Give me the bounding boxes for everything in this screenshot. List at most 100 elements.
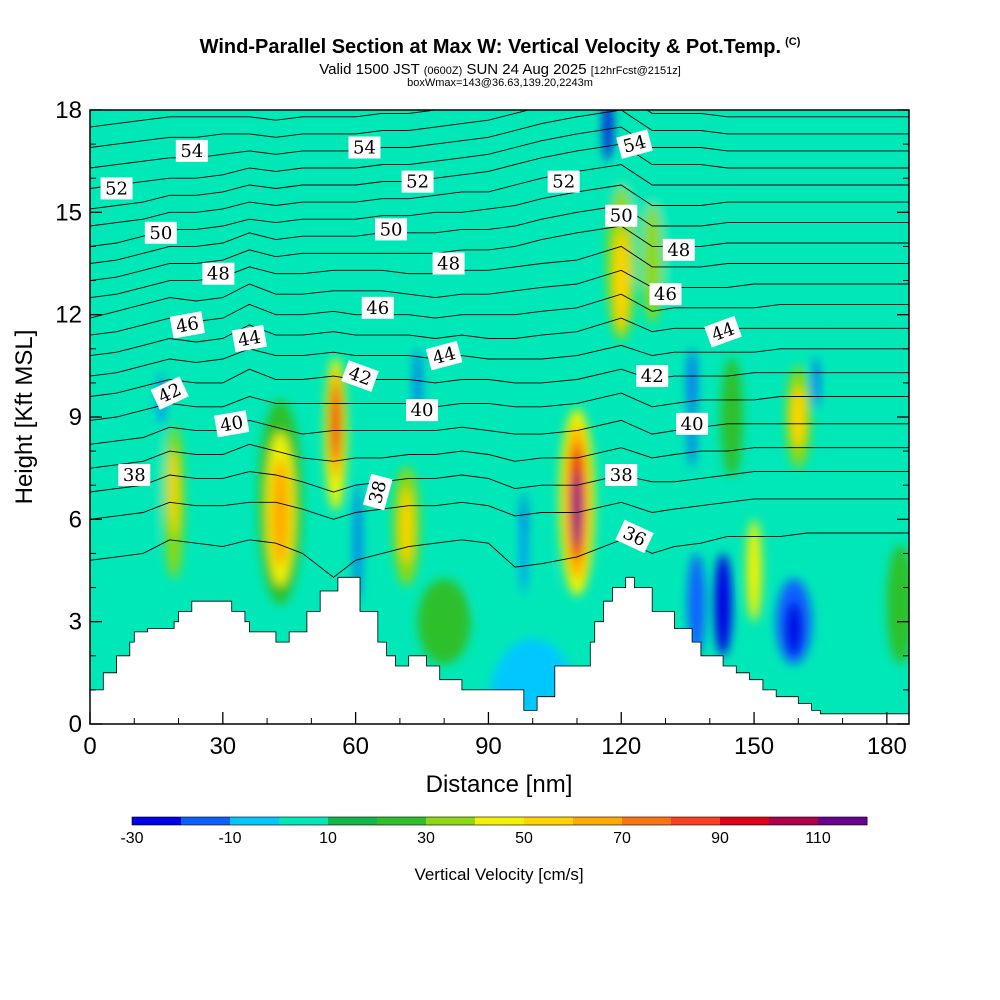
contour-label-box <box>401 170 434 193</box>
contour-label-text: 54 <box>353 138 376 159</box>
velocity-cell <box>289 161 423 332</box>
velocity-cell <box>790 386 807 448</box>
theta-contour-45 <box>90 293 909 336</box>
chart-title-text: Wind-Parallel Section at Max W: Vertical… <box>199 36 782 58</box>
contour-label: 50 <box>605 204 638 227</box>
contour-label: 52 <box>401 170 434 193</box>
y-tick-label: 9 <box>69 404 82 431</box>
y-tick-label: 3 <box>69 609 82 636</box>
contour-label-box <box>118 463 151 486</box>
contour-label: 48 <box>202 262 235 285</box>
x-tick-label: 90 <box>475 733 502 760</box>
contour-label-box <box>100 177 133 200</box>
contour-label: 38 <box>605 463 638 486</box>
velocity-cell <box>720 357 743 477</box>
y-tick-label: 0 <box>69 711 82 738</box>
copyright-mark: (C) <box>785 36 801 49</box>
colorbar-tick-label: 50 <box>515 830 533 847</box>
contour-label-box <box>361 296 394 319</box>
theta-contours <box>90 110 909 578</box>
theta-contour-46 <box>90 269 909 319</box>
y-tick-label: 15 <box>55 199 82 226</box>
contour-label-text: 44 <box>236 327 262 352</box>
colorbar-swatch <box>475 817 525 825</box>
contour-label: 52 <box>100 177 133 200</box>
contour-label-box <box>649 283 682 306</box>
contour-label-text: 48 <box>207 264 230 285</box>
box-info: boxWmax=143@36.63,139.20,2243m <box>407 77 593 89</box>
velocity-cell <box>271 457 290 568</box>
velocity-cell <box>520 492 528 595</box>
colorbar-frame <box>131 816 868 826</box>
colorbar-title: Vertical Velocity [cm/s] <box>414 865 583 884</box>
contour-label: 50 <box>144 221 177 244</box>
theta-contour-48 <box>90 225 909 282</box>
contour-label-text: 48 <box>667 240 690 261</box>
velocity-cell <box>331 386 340 462</box>
theta-contour-49 <box>90 205 909 264</box>
theta-contour-55 <box>90 110 909 148</box>
axes: 0 30 60 90 120 150 180 0 3 6 9 12 15 18 <box>55 97 909 760</box>
theta-contour-43 <box>90 344 909 377</box>
velocity-cell <box>687 348 697 417</box>
x-tick-label: 150 <box>734 733 774 760</box>
colorbar-swatch <box>279 817 329 825</box>
colorbar-tick-label: 10 <box>319 830 337 847</box>
contour-label-text: 42 <box>641 366 664 387</box>
velocity-cell <box>169 449 179 535</box>
velocity-cell <box>354 483 362 603</box>
terrain <box>89 576 910 725</box>
velocity-cell <box>886 544 909 665</box>
theta-contour-50 <box>90 184 909 247</box>
velocity-cell <box>785 601 803 656</box>
contour-label-box <box>704 315 742 348</box>
contour-label-text: 50 <box>149 223 172 244</box>
contour-label: 50 <box>375 218 408 241</box>
x-tick-label: 180 <box>867 733 907 760</box>
velocity-cell <box>400 488 413 564</box>
velocity-cell <box>572 471 581 547</box>
theta-contour-36 <box>90 532 909 578</box>
utc-time: (0600Z) <box>423 65 463 77</box>
contour-label-text: 40 <box>411 400 434 421</box>
contour-label: 40 <box>213 410 250 438</box>
colorbar-tick-label: 90 <box>711 830 729 847</box>
contour-label-box <box>144 221 177 244</box>
contour-label-box <box>636 365 669 388</box>
contour-label-text: 46 <box>366 298 389 319</box>
velocity-cell <box>746 519 762 622</box>
velocity-cell <box>470 529 551 632</box>
y-tick-label: 6 <box>69 506 82 533</box>
contour-label-box <box>432 252 465 275</box>
contour-label-text: 50 <box>380 219 403 240</box>
contour-label: 48 <box>662 238 695 261</box>
theta-contour-41 <box>90 392 909 421</box>
contour-label-box <box>175 139 208 162</box>
velocity-cell <box>613 229 629 332</box>
x-tick-label: 120 <box>601 733 641 760</box>
colorbar-swatch <box>377 817 427 825</box>
chart-subtitle: Valid 1500 JST (0600Z) SUN 24 Aug 2025 [… <box>0 61 1000 78</box>
chart-title: Wind-Parallel Section at Max W: Vertical… <box>0 36 1000 59</box>
theta-contour-39 <box>90 443 909 469</box>
colorbar-swatch <box>524 817 574 825</box>
contour-label-text: 50 <box>610 206 633 227</box>
colorbar-tick-label: 30 <box>417 830 435 847</box>
contour-label-box <box>547 170 580 193</box>
contour-label-box <box>169 311 206 339</box>
theta-contour-53 <box>90 126 909 189</box>
contour-label-box <box>150 376 189 410</box>
contour-label-text: 52 <box>406 172 429 193</box>
contour-label-box <box>213 410 250 438</box>
theta-contour-51 <box>90 164 909 227</box>
contour-label-text: 54 <box>180 141 203 162</box>
contour-label-text: 48 <box>437 254 460 275</box>
valid-date: SUN 24 Aug 2025 <box>466 61 587 78</box>
contour-label-box <box>615 519 654 554</box>
colorbar-swatch <box>426 817 476 825</box>
colorbar-swatch <box>769 817 819 825</box>
y-tick-label: 12 <box>55 302 82 329</box>
contour-label: 46 <box>649 283 682 306</box>
